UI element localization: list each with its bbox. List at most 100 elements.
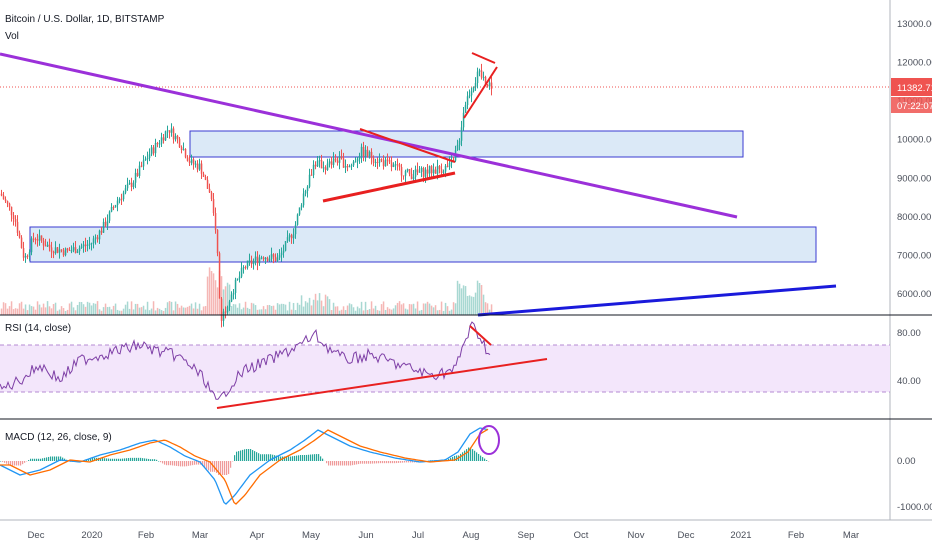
candle-body <box>316 160 319 167</box>
macd-hist-bar <box>470 447 472 461</box>
volume-bar <box>160 310 163 315</box>
macd-hist-bar <box>302 455 304 461</box>
volume-bar <box>228 284 231 315</box>
volume-bar <box>348 303 351 315</box>
candle-body <box>142 160 145 167</box>
candle-body <box>42 240 45 246</box>
volume-bar <box>356 306 359 315</box>
candle-body <box>414 169 417 177</box>
macd-hist-bar <box>208 461 210 471</box>
volume-bar <box>204 306 207 315</box>
volume-bar <box>102 307 105 315</box>
volume-bar <box>352 307 355 315</box>
macd-hist-bar <box>388 461 390 464</box>
macd-hist-bar <box>406 461 408 463</box>
volume-bar <box>488 309 491 315</box>
macd-hist-bar <box>220 461 222 475</box>
macd-hist-bar <box>56 456 58 461</box>
candle-body <box>346 166 349 168</box>
volume-bar <box>346 305 349 315</box>
candle-body <box>150 147 153 155</box>
volume-bar <box>270 305 273 315</box>
volume-bar <box>436 310 439 315</box>
volume-bar <box>224 286 227 315</box>
candle-body <box>264 257 267 260</box>
candle-body <box>408 169 411 174</box>
macd-hist-bar <box>176 461 178 466</box>
volume-bar <box>108 306 111 315</box>
macd-hist-bar <box>318 454 320 461</box>
volume-bar <box>318 293 321 315</box>
volume-bar <box>344 310 347 315</box>
macd-hist-bar <box>250 449 252 461</box>
macd-hist-bar <box>92 457 94 461</box>
candle-body <box>486 84 489 87</box>
candle-body <box>216 229 219 254</box>
countdown-tag-value: 07:22:07 <box>897 101 932 112</box>
macd-hist-bar <box>186 461 188 467</box>
macd-hist-bar <box>270 454 272 461</box>
candle-body <box>44 245 47 247</box>
volume-bar <box>350 304 353 315</box>
time-tick-13: 2021 <box>730 530 751 541</box>
volume-bar <box>328 299 331 315</box>
macd-tick-neg1000: -1000.00 <box>897 502 932 513</box>
volume-bar <box>406 309 409 315</box>
volume-bar <box>434 305 437 315</box>
macd-hist-bar <box>104 458 106 461</box>
rsi-title: RSI (14, close) <box>5 323 71 334</box>
volume-bar <box>484 302 487 315</box>
volume-bar <box>280 303 283 315</box>
resistance-zone <box>189 130 744 158</box>
macd-hist-bar <box>2 461 4 462</box>
candle-body <box>310 174 313 176</box>
volume-bar <box>138 307 141 315</box>
candle-body <box>212 199 215 214</box>
macd-hist-bar <box>22 461 24 465</box>
flag-top-line <box>471 52 496 64</box>
macd-hist-bar <box>160 461 162 463</box>
macd-hist-bar <box>202 461 204 467</box>
time-tick-4: Apr <box>250 530 265 541</box>
volume-bar <box>88 302 91 315</box>
macd-hist-bar <box>156 459 158 461</box>
time-tick-11: Nov <box>628 530 645 541</box>
candle-body <box>278 255 281 258</box>
macd-tick-0: 0.00 <box>897 456 916 467</box>
macd-hist-bar <box>222 461 224 475</box>
candle-body <box>356 158 359 162</box>
candle-body <box>174 135 177 140</box>
macd-hist-bar <box>248 449 250 461</box>
time-tick-6: Jun <box>358 530 373 541</box>
volume-bar <box>462 285 465 315</box>
volume-bar <box>96 301 99 315</box>
candle-body <box>368 151 371 157</box>
macd-hist-bar <box>486 460 488 461</box>
candle-body <box>72 247 75 251</box>
candle-body <box>260 257 263 259</box>
macd-hist-bar <box>50 456 52 461</box>
macd-hist-bar <box>140 457 142 461</box>
candle-body <box>40 235 43 241</box>
candle-body <box>386 159 389 161</box>
volume-bar <box>326 296 329 315</box>
macd-hist-bar <box>174 461 176 466</box>
macd-hist-bar <box>14 461 16 466</box>
macd-hist-bar <box>190 461 192 466</box>
volume-bar <box>278 304 281 315</box>
volume-bar <box>362 310 365 315</box>
volume-bar <box>208 267 211 315</box>
macd-hist-bar <box>402 461 404 463</box>
macd-hist-bar <box>116 458 118 461</box>
macd-hist-bar <box>272 454 274 461</box>
candle-body <box>128 182 131 185</box>
volume-bar <box>186 306 189 315</box>
volume-bar <box>360 301 363 315</box>
candle-body <box>228 301 231 307</box>
volume-bar <box>332 302 335 315</box>
macd-hist-bar <box>6 461 8 464</box>
candle-body <box>116 200 119 206</box>
volume-bar <box>302 306 305 315</box>
volume-bar <box>290 309 293 315</box>
volume-bar <box>450 309 453 315</box>
